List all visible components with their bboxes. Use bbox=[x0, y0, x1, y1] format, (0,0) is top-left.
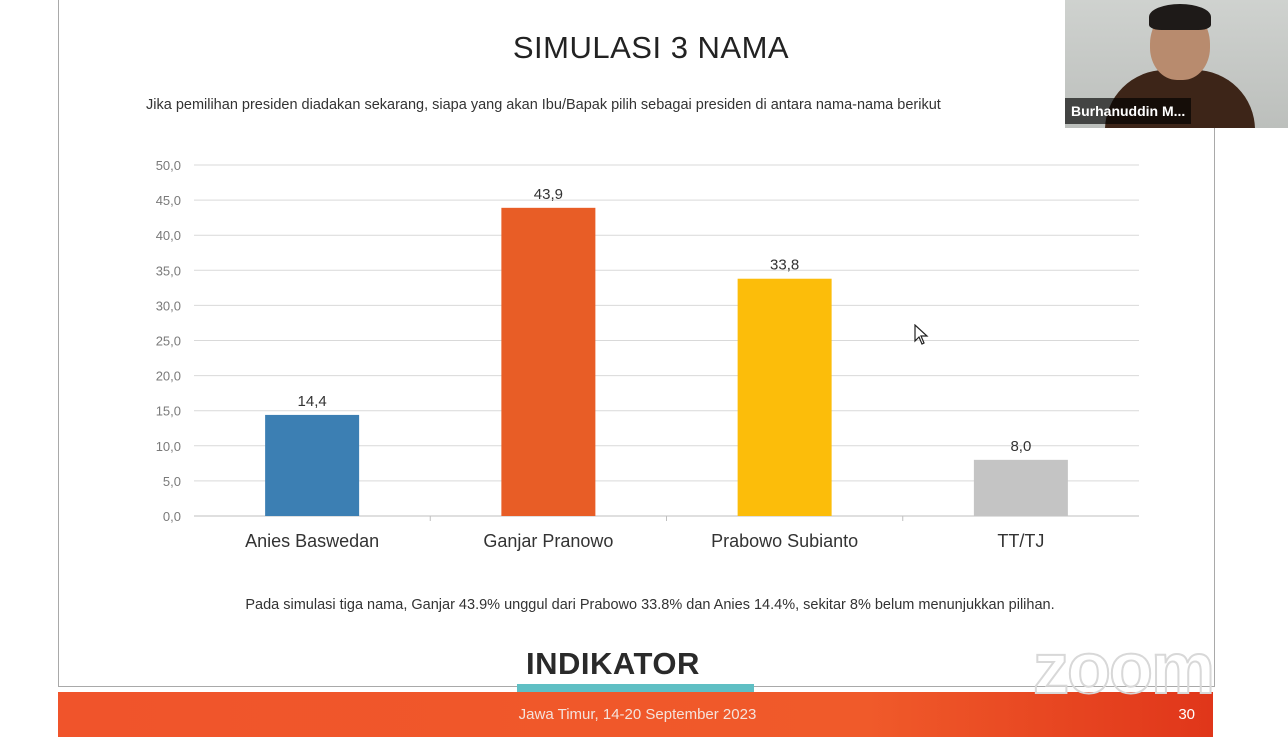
y-tick-label: 5,0 bbox=[163, 474, 181, 489]
bar-value-labels: 14,4 43,9 33,8 8,0 bbox=[298, 186, 1032, 455]
bar-value-label: 33,8 bbox=[770, 257, 799, 274]
bar bbox=[737, 278, 832, 516]
y-tick-label: 0,0 bbox=[163, 509, 181, 524]
x-category-label: Ganjar Pranowo bbox=[483, 531, 613, 551]
bar bbox=[973, 459, 1068, 516]
speaker-hair bbox=[1149, 4, 1211, 30]
chart-grid bbox=[194, 164, 1139, 521]
survey-question: Jika pemilihan presiden diadakan sekaran… bbox=[146, 97, 941, 113]
indikator-logo: INDIKATOR bbox=[526, 646, 700, 681]
x-category-label: Prabowo Subianto bbox=[711, 531, 858, 551]
slide-page-number: 30 bbox=[1178, 706, 1195, 723]
y-tick-label: 40,0 bbox=[156, 228, 181, 243]
slide-caption: Pada simulasi tiga nama, Ganjar 43.9% un… bbox=[245, 597, 1055, 613]
participant-name-label: Burhanuddin M... bbox=[1065, 98, 1192, 124]
presentation-slide: SIMULASI 3 NAMA Jika pemilihan presiden … bbox=[58, 0, 1215, 687]
bar-value-label: 14,4 bbox=[298, 393, 327, 410]
y-tick-label: 45,0 bbox=[156, 193, 181, 208]
y-tick-label: 10,0 bbox=[156, 439, 181, 454]
bar-value-label: 8,0 bbox=[1010, 438, 1031, 455]
y-tick-label: 20,0 bbox=[156, 369, 181, 384]
y-tick-label: 30,0 bbox=[156, 298, 181, 313]
footer-survey-date: Jawa Timur, 14-20 September 2023 bbox=[518, 706, 757, 723]
y-axis-ticks: 0,0 5,0 10,0 15,0 20,0 25,0 30,0 35,0 40,0 45,0 50… bbox=[156, 158, 181, 524]
webcam-video-tile[interactable]: Burhanuddin M... bbox=[1065, 0, 1288, 128]
slide-title: SIMULASI 3 NAMA bbox=[512, 30, 790, 65]
mouse-pointer-icon bbox=[914, 324, 929, 345]
y-tick-label: 50,0 bbox=[156, 158, 181, 173]
x-category-label: Anies Baswedan bbox=[245, 531, 379, 551]
bar-value-label: 43,9 bbox=[534, 186, 563, 203]
zoom-watermark: zoom bbox=[1032, 628, 1216, 710]
y-tick-label: 35,0 bbox=[156, 263, 181, 278]
slide-footer: Jawa Timur, 14-20 September 2023 30 bbox=[58, 692, 1213, 737]
y-tick-label: 15,0 bbox=[156, 404, 181, 419]
x-category-label: TT/TJ bbox=[997, 531, 1044, 551]
y-tick-label: 25,0 bbox=[156, 334, 181, 349]
x-axis-categories: Anies Baswedan Ganjar Pranowo Prabowo Subi… bbox=[245, 531, 1044, 551]
bar-chart: 0,0 5,0 10,0 15,0 20,0 25,0 30,0 35,0 40,0 45,0 50… bbox=[156, 158, 1139, 551]
bar bbox=[265, 414, 360, 516]
bar bbox=[501, 207, 596, 516]
chart-bars bbox=[265, 207, 1068, 516]
